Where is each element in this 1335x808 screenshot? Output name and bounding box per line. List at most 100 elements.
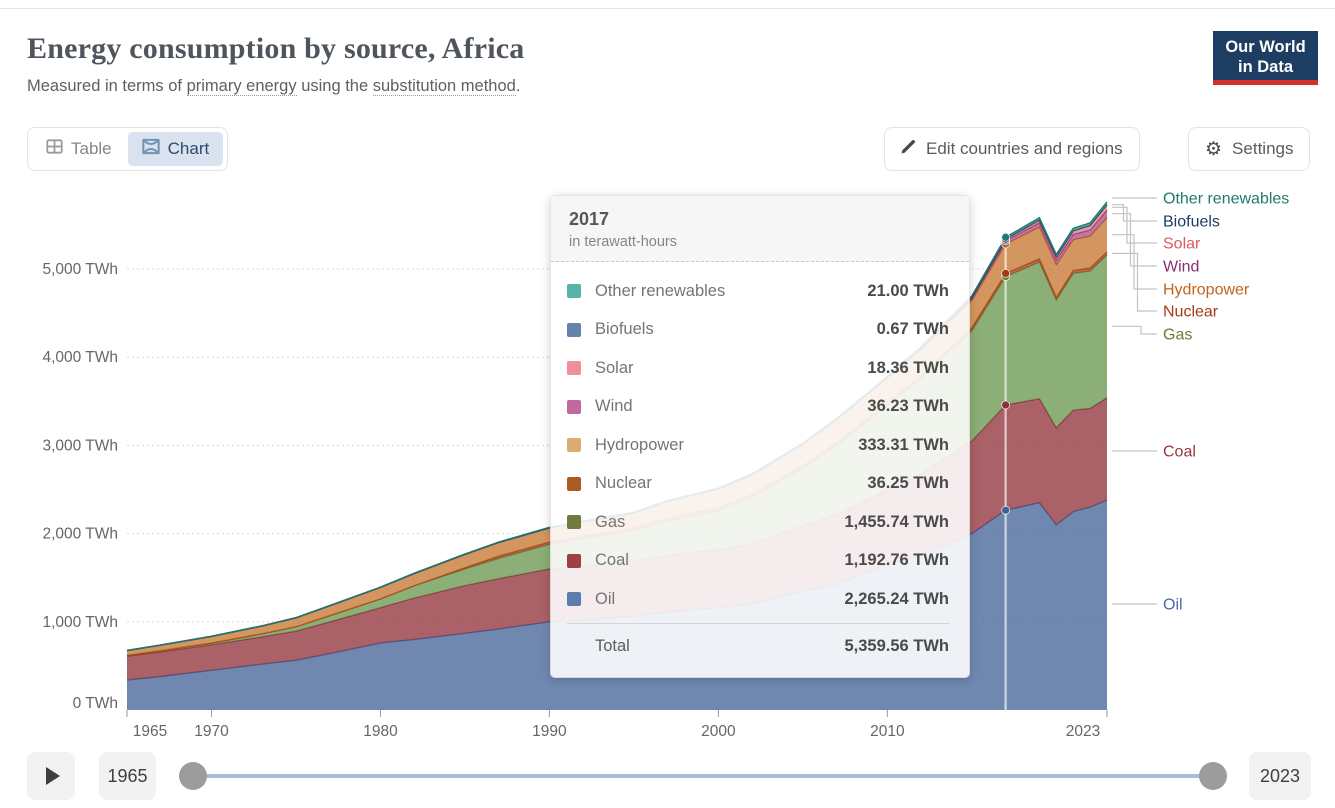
settings-button[interactable]: ⚙ Settings [1188, 127, 1311, 171]
series-label: Gas [595, 512, 626, 531]
legend-label-solar[interactable]: Solar [1163, 236, 1201, 253]
x-axis-tick-label: 2023 [1066, 723, 1100, 740]
chart-tooltip: 2017 in terawatt-hours Other renewables 2… [550, 195, 970, 678]
legend-label-hydropower[interactable]: Hydropower [1163, 282, 1250, 299]
timeline-start-year[interactable]: 1965 [99, 752, 156, 800]
series-label: Coal [595, 551, 629, 570]
series-value: 18.36 TWh [867, 358, 949, 377]
legend-label-oil[interactable]: Oil [1163, 597, 1183, 614]
highlight-marker-nuclear [1001, 269, 1011, 278]
series-swatch [567, 361, 581, 376]
tooltip-row: Coal 1,192.76 TWh [567, 542, 949, 581]
owid-logo-line2: in Data [1237, 58, 1293, 76]
legend-label-coal[interactable]: Coal [1163, 444, 1196, 461]
play-icon [46, 767, 60, 785]
highlight-marker-coal [1001, 400, 1011, 410]
series-label: Biofuels [595, 320, 654, 339]
tab-chart[interactable]: Chart [127, 132, 224, 166]
series-value: 36.25 TWh [867, 474, 949, 493]
legend-connector [1112, 204, 1157, 222]
timeline-handle-end[interactable] [1199, 762, 1227, 790]
y-axis-tick-label: 3,000 TWh [42, 437, 118, 454]
owid-logo[interactable]: Our World in Data [1213, 31, 1318, 85]
subtitle-text: using the [296, 77, 373, 95]
tab-table-label: Table [71, 139, 112, 158]
y-axis-tick-label: 1,000 TWh [42, 614, 118, 631]
series-label: Nuclear [595, 474, 652, 493]
pencil-icon [901, 139, 916, 159]
tooltip-year: 2017 [569, 209, 610, 229]
tab-table[interactable]: Table [32, 132, 126, 166]
legend-label-wind[interactable]: Wind [1163, 259, 1199, 276]
x-axis-tick-label: 2000 [701, 723, 736, 740]
legend-label-gas[interactable]: Gas [1163, 327, 1192, 344]
highlight-marker-other-renewables [1001, 232, 1011, 242]
page-subtitle: Measured in terms of primary energy usin… [27, 77, 520, 96]
series-value: 333.31 TWh [858, 435, 949, 454]
area-hydropower[interactable] [127, 217, 1107, 656]
subtitle-text: Measured in terms of [27, 77, 187, 95]
series-label: Other renewables [595, 281, 726, 300]
tooltip-row: Biofuels 0.67 TWh [567, 311, 949, 350]
tooltip-unit-note: in terawatt-hours [569, 234, 677, 250]
legend-label-other-renewables[interactable]: Other renewables [1163, 191, 1289, 208]
series-swatch [567, 515, 581, 530]
tooltip-row: Solar 18.36 TWh [567, 349, 949, 388]
series-swatch [567, 438, 581, 453]
y-axis-tick-label: 5,000 TWh [42, 261, 118, 278]
highlight-marker-oil [1001, 505, 1011, 515]
edit-countries-label: Edit countries and regions [926, 139, 1123, 158]
series-swatch [567, 284, 581, 299]
tooltip-total-row: Total 5,359.56 TWh [567, 622, 949, 669]
series-swatch [567, 592, 581, 607]
series-swatch [567, 476, 581, 491]
y-axis-tick-label: 2,000 TWh [42, 526, 118, 543]
subtitle-text: . [515, 77, 521, 95]
legend-connector [1112, 234, 1157, 290]
timeline-track[interactable] [193, 774, 1213, 778]
series-swatch [567, 399, 581, 414]
edit-countries-button[interactable]: Edit countries and regions [884, 127, 1140, 171]
x-axis-tick-label: 1965 [133, 723, 167, 740]
table-icon [46, 138, 63, 160]
series-value: 21.00 TWh [867, 281, 949, 300]
x-axis-tick-label: 1980 [363, 723, 398, 740]
tooltip-total-label: Total [595, 636, 630, 655]
legend-connector [1112, 325, 1157, 335]
legend-connector [1112, 213, 1157, 267]
legend-label-nuclear[interactable]: Nuclear [1163, 304, 1219, 321]
series-value: 0.67 TWh [876, 320, 949, 339]
series-label: Oil [595, 589, 616, 608]
gear-icon: ⚙ [1205, 138, 1223, 160]
timeline-end-year[interactable]: 2023 [1249, 752, 1311, 800]
tab-chart-label: Chart [167, 139, 210, 158]
top-divider [0, 8, 1335, 9]
legend-label-biofuels[interactable]: Biofuels [1163, 214, 1220, 231]
series-value: 36.23 TWh [867, 397, 949, 416]
x-axis-tick-label: 1970 [194, 723, 229, 740]
page-title: Energy consumption by source, Africa [27, 32, 525, 65]
series-value: 1,455.74 TWh [844, 512, 949, 531]
tooltip-total-value: 5,359.56 TWh [844, 636, 949, 655]
tooltip-row: Other renewables 21.00 TWh [567, 272, 949, 311]
owid-logo-line1: Our World [1225, 38, 1306, 56]
y-axis-tick-label: 4,000 TWh [42, 349, 118, 366]
tooltip-row: Gas 1,455.74 TWh [567, 503, 949, 542]
series-label: Hydropower [595, 435, 684, 454]
legend-connector [1112, 252, 1157, 312]
y-axis-tick-label: 0 TWh [73, 695, 118, 712]
primary-energy-link[interactable]: primary energy [186, 77, 297, 96]
settings-label: Settings [1232, 139, 1294, 158]
series-label: Solar [595, 358, 634, 377]
legend-connector [1112, 206, 1157, 244]
x-axis-tick-label: 2010 [870, 723, 905, 740]
tooltip-header: 2017 in terawatt-hours [551, 196, 969, 262]
substitution-method-link[interactable]: substitution method [372, 77, 516, 96]
series-swatch [567, 322, 581, 337]
timeline-handle-start[interactable] [179, 762, 207, 790]
series-label: Wind [595, 397, 633, 416]
view-tab-group: Table Chart [27, 127, 229, 171]
play-button[interactable] [27, 752, 75, 800]
x-axis-tick-label: 1990 [532, 723, 567, 740]
